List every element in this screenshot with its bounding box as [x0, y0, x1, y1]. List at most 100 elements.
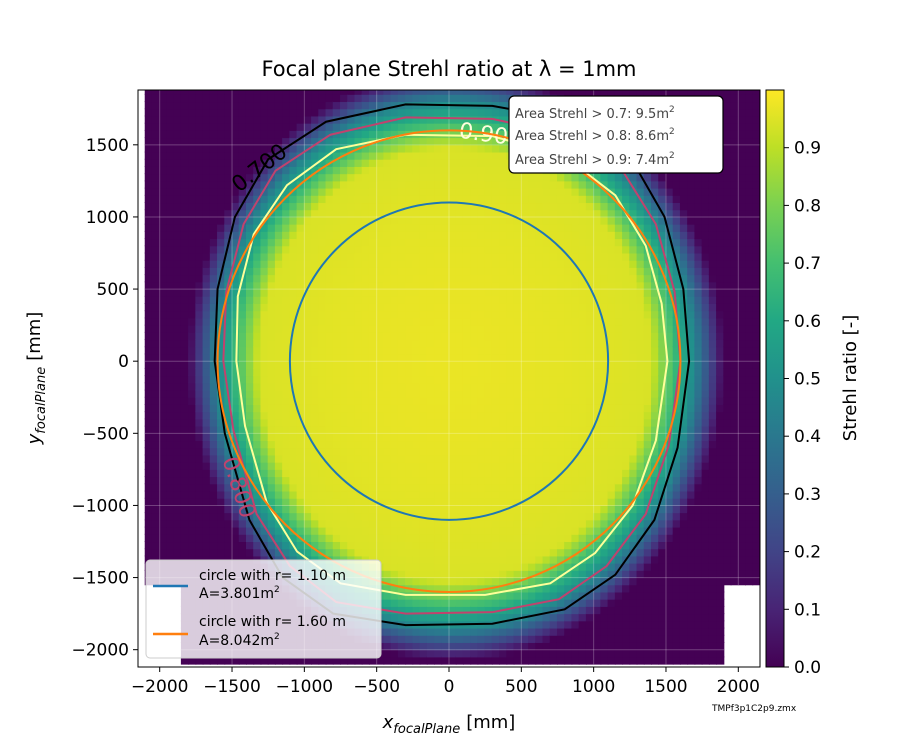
heatmap-cell	[188, 259, 197, 268]
heatmap-cell	[224, 137, 233, 146]
heatmap-cell	[289, 483, 298, 492]
heatmap-cell	[238, 656, 247, 665]
heatmap-cell	[564, 339, 573, 348]
heatmap-cell	[274, 411, 284, 420]
heatmap-cell	[585, 339, 595, 348]
heatmap-cell	[441, 440, 450, 449]
heatmap-cell	[477, 367, 486, 377]
heatmap-cell	[209, 223, 219, 232]
heatmap-cell	[318, 245, 327, 254]
heatmap-cell	[441, 216, 450, 225]
heatmap-cell	[180, 194, 190, 204]
heatmap-cell	[282, 151, 291, 160]
heatmap-cell	[434, 504, 443, 514]
heatmap-cell	[282, 440, 291, 449]
heatmap-cell	[267, 108, 276, 117]
heatmap-cell	[520, 440, 530, 449]
heatmap-cell	[448, 641, 457, 651]
heatmap-cell	[325, 548, 334, 557]
heatmap-cell	[318, 389, 327, 398]
heatmap-cell	[173, 216, 182, 225]
heatmap-cell	[173, 461, 182, 470]
heatmap-cell	[549, 627, 558, 636]
heatmap-cell	[354, 331, 363, 341]
heatmap-cell	[528, 461, 537, 470]
heatmap-cell	[491, 302, 501, 312]
heatmap-cell	[274, 339, 284, 348]
heatmap-cell	[462, 447, 472, 456]
heatmap-cell	[499, 461, 508, 470]
heatmap-cell	[289, 432, 298, 442]
heatmap-cell	[585, 202, 595, 211]
heatmap-cell	[499, 418, 508, 427]
heatmap-cell	[383, 461, 392, 470]
heatmap-cell	[260, 548, 269, 557]
heatmap-cell	[253, 180, 262, 189]
heatmap-cell	[484, 158, 493, 167]
heatmap-cell	[390, 476, 399, 485]
heatmap-cell	[347, 519, 356, 528]
heatmap-cell	[477, 252, 486, 261]
heatmap-cell	[318, 115, 327, 124]
heatmap-cell	[585, 324, 595, 333]
heatmap-cell	[470, 90, 479, 95]
heatmap-cell	[260, 331, 269, 341]
heatmap-cell	[383, 324, 392, 333]
heatmap-cell	[368, 519, 378, 528]
heatmap-cell	[274, 245, 284, 254]
heatmap-cell	[397, 468, 407, 478]
heatmap-cell	[535, 468, 544, 478]
heatmap-cell	[542, 274, 551, 283]
heatmap-cell	[267, 151, 276, 160]
heatmap-cell	[571, 548, 580, 557]
heatmap-cell	[202, 122, 211, 131]
heatmap-cell	[462, 129, 472, 139]
heatmap-cell	[455, 526, 464, 535]
heatmap-cell	[499, 324, 508, 333]
heatmap-cell	[426, 187, 436, 196]
heatmap-cell	[383, 620, 392, 629]
heatmap-cell	[202, 476, 211, 485]
heatmap-cell	[274, 274, 284, 283]
heatmap-cell	[303, 461, 313, 470]
heatmap-cell	[528, 353, 537, 362]
heatmap-cell	[491, 447, 501, 456]
heatmap-cell	[173, 230, 182, 240]
heatmap-cell	[412, 649, 421, 658]
heatmap-cell	[513, 605, 522, 615]
heatmap-cell	[585, 432, 595, 442]
heatmap-cell	[151, 266, 161, 276]
heatmap-cell	[405, 165, 414, 175]
heatmap-cell	[340, 512, 349, 521]
heatmap-cell	[159, 252, 168, 261]
heatmap-cell	[274, 418, 284, 427]
heatmap-cell	[361, 115, 370, 124]
heatmap-cell	[180, 440, 190, 449]
heatmap-cell	[434, 252, 443, 261]
heatmap-cell	[296, 519, 305, 528]
heatmap-cell	[340, 266, 349, 276]
heatmap-cell	[376, 223, 385, 232]
heatmap-cell	[441, 555, 450, 564]
heatmap-cell	[462, 548, 472, 557]
heatmap-cell	[470, 526, 479, 535]
heatmap-cell	[462, 151, 472, 160]
heatmap-cell	[159, 158, 168, 167]
heatmap-cell	[332, 411, 342, 420]
heatmap-cell	[434, 411, 443, 420]
heatmap-cell	[347, 353, 356, 362]
heatmap-cell	[477, 649, 486, 658]
heatmap-cell	[253, 403, 262, 413]
heatmap-cell	[361, 245, 370, 254]
heatmap-cell	[455, 122, 464, 131]
heatmap-cell	[549, 245, 558, 254]
heatmap-cell	[383, 339, 392, 348]
heatmap-cell	[159, 202, 168, 211]
heatmap-cell	[571, 447, 580, 456]
heatmap-cell	[528, 620, 537, 629]
heatmap-cell	[202, 216, 211, 225]
heatmap-cell	[549, 418, 558, 427]
heatmap-cell	[390, 230, 399, 240]
heatmap-cell	[578, 317, 587, 326]
heatmap-cell	[491, 591, 501, 600]
